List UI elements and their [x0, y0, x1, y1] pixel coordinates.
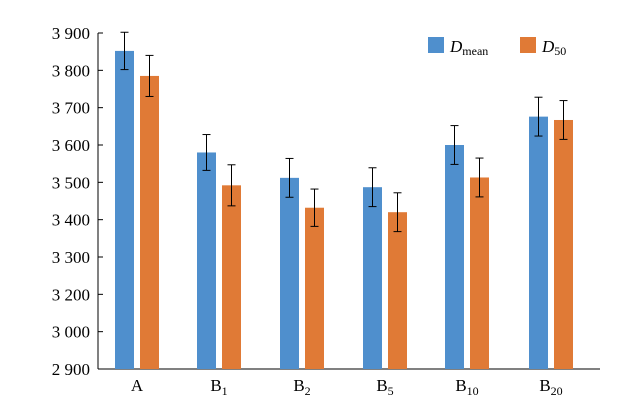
legend-label-1: D50 [541, 37, 566, 58]
y-tick-label: 3 400 [52, 211, 90, 230]
x-tick-label: B20 [539, 376, 562, 398]
bar-mean-4 [445, 145, 464, 369]
bar-d50-0 [140, 75, 159, 369]
bars [115, 50, 573, 370]
x-tick-label: B5 [376, 376, 393, 398]
y-tick-label: 2 900 [52, 360, 90, 379]
bar-d50-5 [554, 119, 573, 369]
y-tick-label: 3 800 [52, 61, 90, 80]
y-tick-label: 3 600 [52, 136, 90, 155]
bar-mean-2 [280, 177, 299, 369]
bar-mean-0 [115, 50, 134, 370]
y-tick-label: 3 900 [52, 24, 90, 43]
legend-swatch-1 [520, 37, 536, 53]
y-tick-label: 3 300 [52, 248, 90, 267]
x-tick-label: A [131, 376, 144, 395]
x-tick-label: B10 [455, 376, 478, 398]
x-ticks: A B1 B2 B5 B10 B20 [131, 376, 563, 398]
y-tick-label: 3 500 [52, 173, 90, 192]
y-ticks: 2 900 3 000 3 200 3 300 3 400 3 500 3 600 3 700… [52, 24, 103, 379]
bar-mean-5 [529, 116, 548, 369]
y-tick-label: 3 700 [52, 99, 90, 118]
bar-d50-4 [470, 177, 489, 369]
legend: Dmean D50 [428, 37, 566, 58]
bar-d50-1 [222, 185, 241, 369]
y-tick-label: 3 200 [52, 285, 90, 304]
legend-label-0: Dmean [449, 37, 488, 58]
legend-swatch-0 [428, 37, 444, 53]
x-tick-label: B2 [293, 376, 310, 398]
bar-mean-1 [197, 152, 216, 369]
y-tick-label: 3 000 [52, 323, 90, 342]
bar-mean-3 [363, 187, 382, 369]
bar-d50-3 [388, 212, 407, 369]
axes [97, 33, 600, 370]
x-tick-label: B1 [210, 376, 227, 398]
error-bars [120, 31, 568, 233]
bar-d50-2 [305, 207, 324, 369]
